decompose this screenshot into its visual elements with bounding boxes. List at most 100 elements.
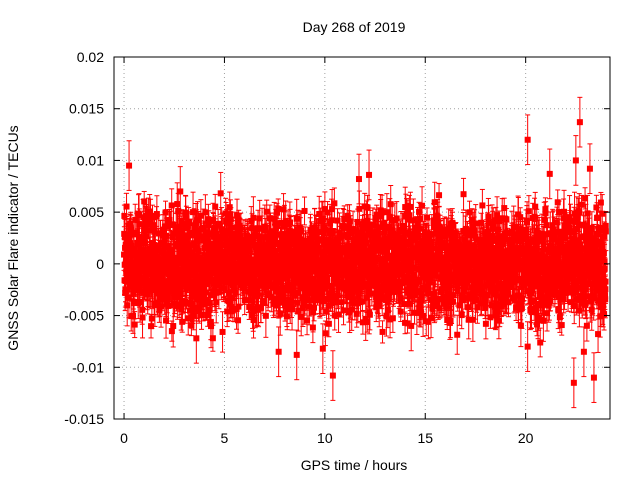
data-marker <box>168 247 175 254</box>
data-point <box>212 193 219 220</box>
data-marker <box>156 307 163 314</box>
data-marker <box>186 242 193 249</box>
data-marker <box>179 318 186 325</box>
data-marker <box>185 272 192 279</box>
data-marker <box>186 218 193 225</box>
data-marker <box>207 292 214 299</box>
data-point <box>148 308 155 329</box>
data-marker <box>182 209 189 216</box>
data-marker <box>170 323 177 330</box>
data-marker <box>205 216 212 223</box>
data-marker <box>169 283 176 290</box>
data-marker <box>173 294 180 301</box>
data-marker <box>160 261 167 268</box>
data-marker <box>189 306 196 313</box>
data-marker <box>164 292 171 299</box>
data-marker <box>207 240 214 247</box>
data-marker <box>150 222 157 229</box>
data-marker <box>168 328 175 335</box>
data-marker <box>202 209 209 216</box>
data-marker <box>132 216 139 223</box>
data-marker <box>190 312 197 319</box>
data-marker <box>206 231 213 238</box>
data-marker <box>194 217 201 224</box>
data-marker <box>197 212 204 219</box>
data-marker <box>177 234 184 241</box>
data-marker <box>184 265 191 272</box>
data-marker <box>124 302 131 309</box>
data-series <box>121 96 609 409</box>
data-marker <box>201 258 208 265</box>
data-marker <box>190 209 197 216</box>
data-marker <box>134 240 141 247</box>
data-marker <box>209 335 216 342</box>
data-marker <box>153 211 160 218</box>
data-marker <box>141 198 148 205</box>
data-marker <box>172 289 179 296</box>
data-marker <box>174 201 181 208</box>
data-marker <box>149 213 156 220</box>
data-marker <box>205 220 212 227</box>
data-marker <box>160 226 167 233</box>
data-marker <box>141 227 148 234</box>
data-marker <box>203 298 210 305</box>
data-marker <box>123 203 130 210</box>
data-marker <box>144 221 151 228</box>
data-marker <box>162 209 169 216</box>
data-marker <box>200 224 207 231</box>
data-marker <box>155 244 162 251</box>
data-marker <box>178 306 185 313</box>
data-marker <box>186 307 193 314</box>
data-marker <box>204 312 211 319</box>
data-marker <box>189 301 196 308</box>
data-marker <box>161 258 168 265</box>
data-point <box>202 194 209 231</box>
data-marker <box>171 300 178 307</box>
data-marker <box>182 298 189 305</box>
data-point <box>131 311 138 339</box>
data-marker <box>130 285 137 292</box>
data-marker <box>167 221 174 228</box>
data-marker <box>137 298 144 305</box>
data-marker <box>181 274 188 281</box>
data-marker <box>174 243 181 250</box>
data-marker <box>154 299 161 306</box>
data-marker <box>171 230 178 237</box>
data-marker <box>178 217 185 224</box>
data-marker <box>123 253 130 260</box>
data-marker <box>195 229 202 236</box>
data-marker <box>175 260 182 267</box>
data-marker <box>129 252 136 259</box>
data-marker <box>208 323 215 330</box>
data-marker <box>151 228 158 235</box>
data-marker <box>275 205 282 212</box>
data-marker <box>262 312 269 319</box>
data-marker <box>180 221 187 228</box>
data-marker <box>263 208 270 215</box>
data-marker <box>161 235 168 242</box>
data-marker <box>203 275 210 282</box>
data-marker <box>130 312 137 319</box>
data-marker <box>162 285 169 292</box>
data-marker <box>192 252 199 259</box>
data-marker <box>163 317 170 324</box>
data-marker <box>140 289 147 296</box>
data-marker <box>145 279 152 286</box>
data-marker <box>126 232 133 239</box>
data-marker <box>149 283 156 290</box>
data-marker <box>206 300 213 307</box>
data-marker <box>194 238 201 245</box>
data-marker <box>202 289 209 296</box>
data-marker <box>148 323 155 330</box>
data-marker <box>185 315 192 322</box>
data-marker <box>180 269 187 276</box>
data-marker <box>187 269 194 276</box>
data-marker <box>189 232 196 239</box>
data-marker <box>178 276 185 283</box>
data-marker <box>141 275 148 282</box>
data-marker <box>170 222 177 229</box>
data-marker <box>134 280 141 287</box>
data-marker <box>183 214 190 221</box>
data-marker <box>197 233 204 240</box>
data-marker <box>189 263 196 270</box>
